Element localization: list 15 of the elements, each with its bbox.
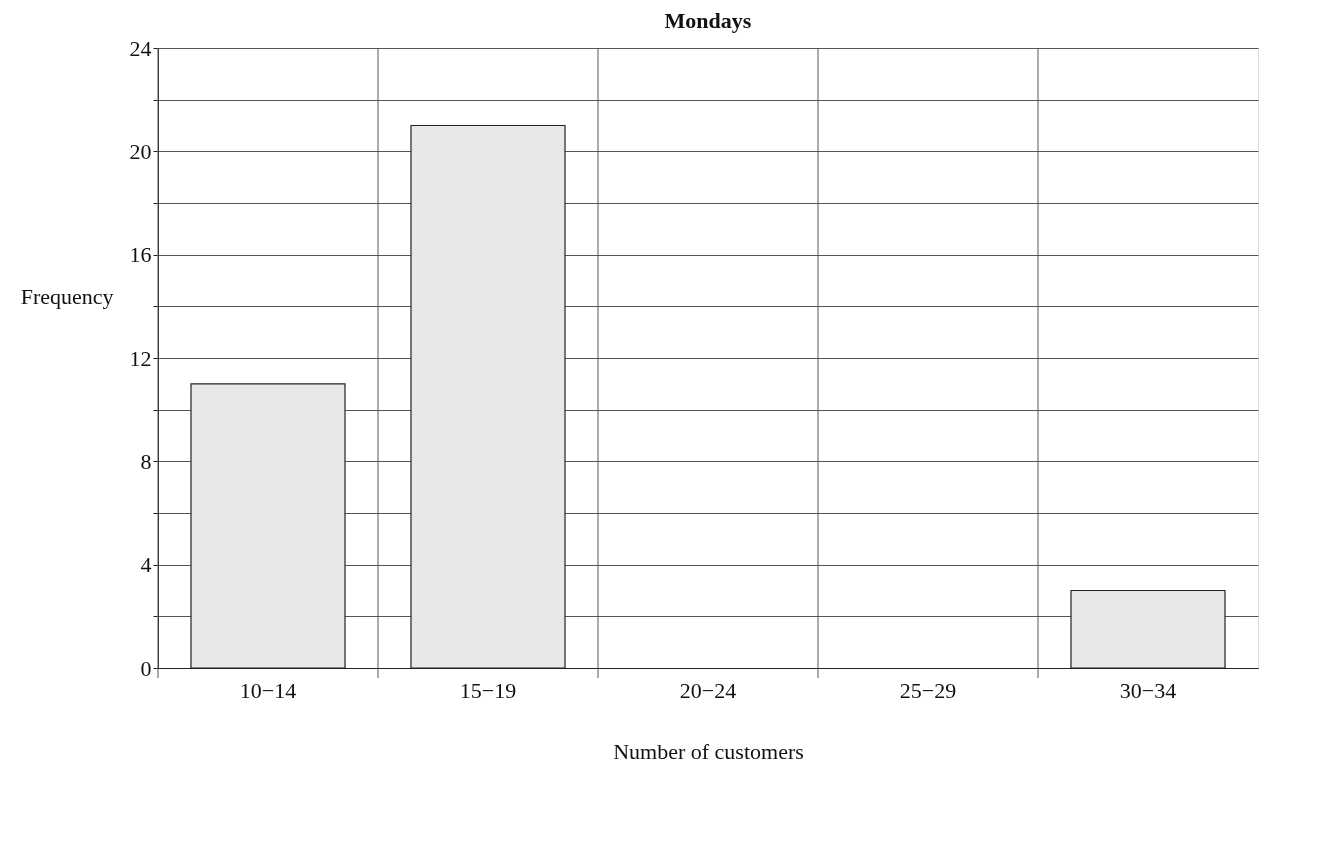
x-tick-label: 10−14 <box>239 677 297 703</box>
y-tick-label: 12 <box>129 345 152 371</box>
y-tick-label: 0 <box>140 655 152 681</box>
y-tick-label: 24 <box>129 35 152 61</box>
x-tick-label: 25−29 <box>899 677 957 703</box>
x-axis-title: Number of customers <box>613 738 804 764</box>
y-tick-label: 8 <box>140 448 152 474</box>
y-tick-label: 16 <box>129 242 152 268</box>
chart-title: Mondays <box>664 8 752 33</box>
x-tick-label: 30−34 <box>1119 677 1177 703</box>
x-tick-label: 20−24 <box>679 677 737 703</box>
y-tick-label: 4 <box>140 552 152 578</box>
y-tick-label: 20 <box>129 138 152 164</box>
y-axis-title: Frequency <box>20 283 114 309</box>
x-tick-label: 15−19 <box>459 677 517 703</box>
